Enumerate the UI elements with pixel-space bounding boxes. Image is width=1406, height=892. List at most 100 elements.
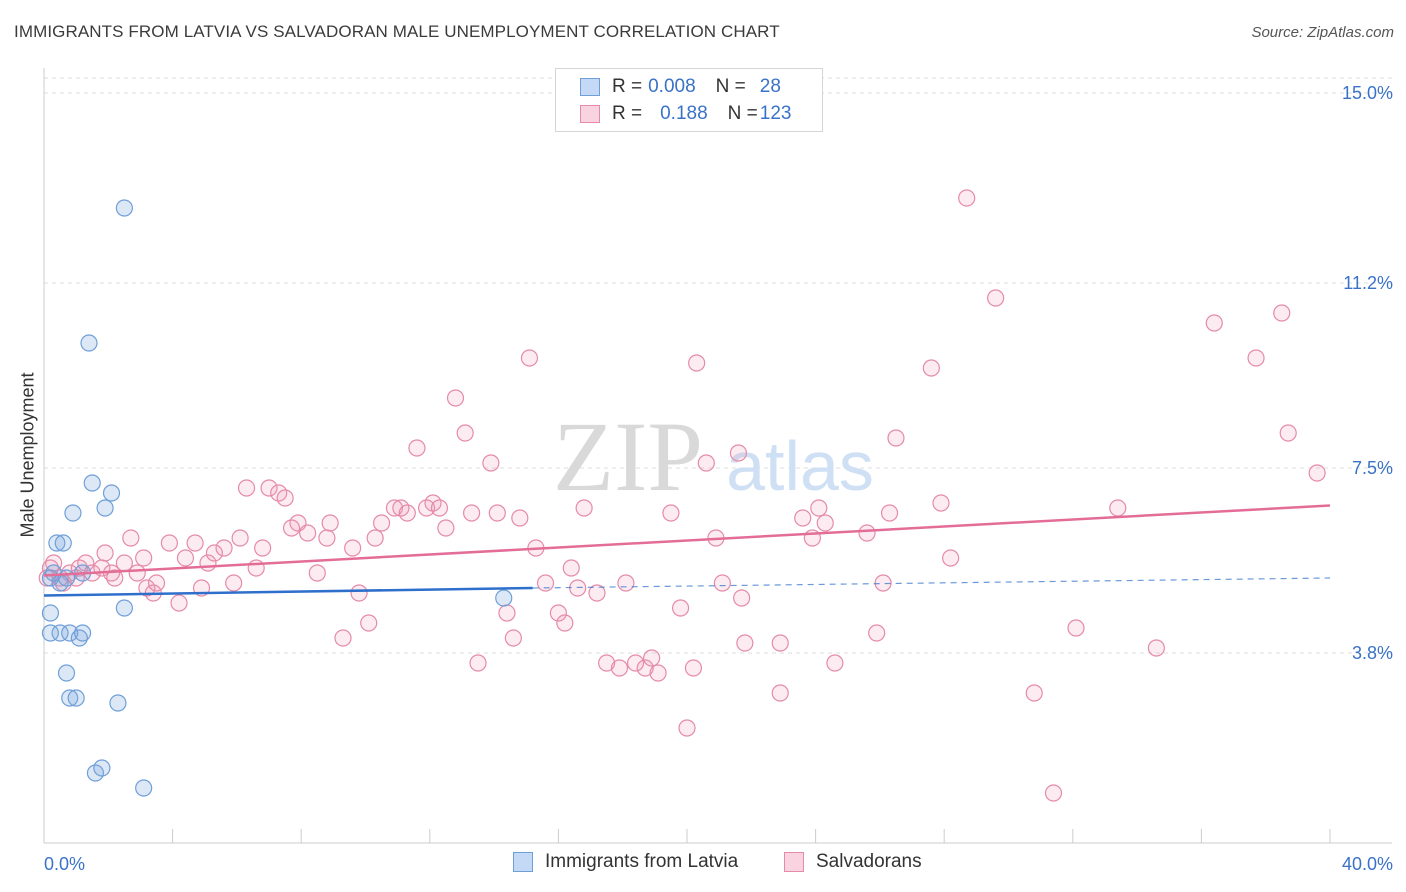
- salvadoran-point: [176, 549, 195, 567]
- x-tick-left: 0.0%: [44, 854, 85, 874]
- salvadoran-point: [826, 654, 844, 672]
- bottom-legend-latvia: Immigrants from Latvia: [513, 851, 738, 873]
- latvia-trend-line: [43, 586, 533, 597]
- legend-r-label: R =: [612, 76, 643, 97]
- salvadoran-point: [987, 289, 1005, 307]
- salvadoran-point: [366, 529, 384, 547]
- salvadoran-point: [942, 549, 960, 567]
- salvadoran-point: [77, 554, 95, 572]
- salvadoran-point: [1308, 464, 1326, 482]
- bottom-legend-label-salvadorans: Salvadorans: [816, 851, 922, 872]
- salvadoran-point: [688, 354, 706, 372]
- legend-swatch-salvadorans: [580, 105, 600, 123]
- salvadoran-point: [360, 614, 378, 632]
- salvadoran-point: [868, 624, 886, 642]
- salvadoran-point: [536, 574, 555, 592]
- salvadoran-point: [372, 514, 391, 532]
- salvadoran-point: [122, 529, 140, 547]
- salvadoran-point: [636, 659, 654, 677]
- watermark-atlas: atlas: [726, 427, 874, 505]
- bottom-legend-swatch-latvia: [513, 852, 533, 872]
- salvadoran-point: [147, 574, 166, 592]
- salvadoran-point: [231, 529, 249, 547]
- salvadoran-point: [225, 574, 243, 592]
- latvia-point: [67, 689, 85, 707]
- salvadoran-point: [771, 634, 789, 652]
- legend-r-value: 0.188: [660, 103, 708, 124]
- salvadoran-point: [385, 499, 404, 517]
- latvia-point: [115, 199, 133, 217]
- salvadoran-point: [170, 594, 188, 612]
- salvadoran-point: [810, 499, 828, 517]
- salvadoran-point: [237, 479, 256, 497]
- salvadoran-point: [932, 494, 950, 512]
- salvadoran-point: [1147, 639, 1165, 657]
- salvadoran-point: [321, 514, 339, 532]
- salvadoran-point: [437, 519, 455, 537]
- salvadoran-point: [733, 589, 751, 607]
- salvadoran-point: [1279, 424, 1297, 442]
- salvadoran-point: [398, 504, 416, 522]
- salvadoran-point: [1044, 784, 1063, 802]
- legend-row-salvadorans: R = 0.188 N = 123: [580, 101, 791, 127]
- legend-n-value: 123: [759, 103, 792, 124]
- salvadoran-point: [334, 629, 352, 647]
- latvia-point: [64, 504, 82, 522]
- latvia-point: [93, 759, 111, 777]
- latvia-point: [135, 779, 153, 797]
- latvia-point: [45, 564, 63, 582]
- salvadoran-point: [549, 604, 568, 622]
- y-tick-label: 15.0%: [1342, 83, 1393, 103]
- salvadoran-point: [299, 524, 317, 542]
- x-tick-labels: 0.0% 40.0%: [44, 854, 1393, 874]
- bottom-legend-salvadorans: Salvadorans: [784, 851, 922, 873]
- legend-swatch-latvia: [580, 78, 600, 96]
- legend-n-label: N =: [727, 103, 758, 124]
- latvia-point: [83, 474, 101, 492]
- salvadoran-point: [617, 574, 635, 592]
- salvadoran-point: [671, 599, 690, 617]
- latvia-points: [41, 199, 513, 797]
- latvia-point: [57, 664, 76, 682]
- latvia-point: [495, 589, 513, 607]
- salvadoran-point: [713, 574, 731, 592]
- source-credit: Source: ZipAtlas.com: [1251, 24, 1394, 41]
- salvadoran-point: [498, 604, 516, 622]
- salvadoran-point: [215, 539, 233, 557]
- salvadoran-point: [684, 659, 703, 677]
- salvadoran-point: [482, 454, 500, 472]
- salvadoran-point: [816, 514, 834, 532]
- salvadoran-point: [1273, 304, 1291, 322]
- latvia-point: [96, 499, 114, 517]
- salvadoran-point: [958, 189, 976, 207]
- salvadoran-point: [874, 574, 892, 592]
- y-tick-label: 11.2%: [1343, 273, 1393, 293]
- salvadoran-point: [260, 479, 278, 497]
- latvia-trend-extension: [532, 577, 1331, 589]
- salvadoran-point: [469, 654, 487, 672]
- salvadoran-point: [511, 509, 529, 527]
- latvia-point: [115, 599, 133, 617]
- salvadoran-point: [1205, 314, 1223, 332]
- latvia-point: [51, 624, 69, 642]
- salvadoran-point: [858, 524, 876, 542]
- salvadoran-point: [462, 504, 481, 522]
- salvadoran-point: [794, 509, 812, 527]
- salvadoran-point: [678, 719, 696, 737]
- salvadoran-point: [887, 429, 905, 447]
- salvadoran-point: [520, 349, 539, 367]
- salvadoran-point: [308, 564, 326, 582]
- watermark: ZIP atlas: [553, 401, 874, 512]
- salvadoran-trend-line: [43, 504, 1331, 577]
- salvadoran-point: [1025, 684, 1043, 702]
- salvadoran-point: [128, 564, 146, 582]
- salvadoran-point: [626, 654, 645, 672]
- salvadoran-point: [922, 359, 940, 377]
- salvadoran-point: [598, 654, 616, 672]
- salvadoran-point: [662, 504, 680, 522]
- salvadoran-point: [408, 439, 426, 457]
- salvadorans-points: [38, 189, 1326, 802]
- salvadoran-point: [504, 629, 522, 647]
- salvadoran-point: [276, 489, 294, 507]
- chart-title: IMMIGRANTS FROM LATVIA VS SALVADORAN MAL…: [14, 22, 780, 41]
